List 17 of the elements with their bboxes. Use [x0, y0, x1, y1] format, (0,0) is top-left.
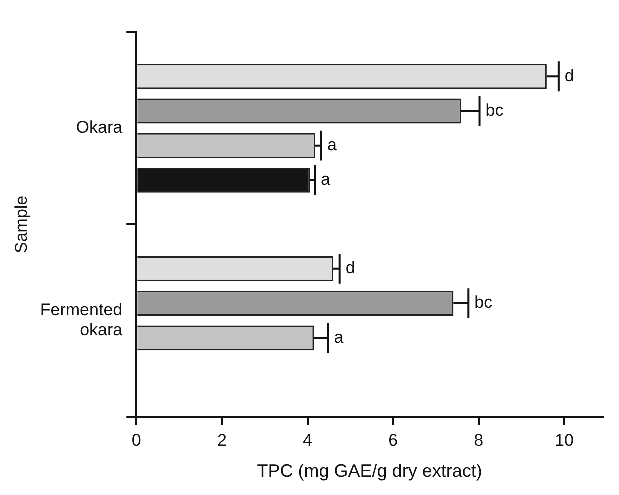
- data-label: a: [334, 328, 344, 347]
- data-label: d: [564, 66, 574, 86]
- y-tick-label: Okara: [76, 118, 124, 138]
- x-tick-label: 0: [132, 430, 142, 450]
- x-tick-label: 4: [303, 430, 312, 450]
- x-tick-label: 2: [217, 430, 227, 450]
- data-label: a: [327, 136, 338, 155]
- y-axis-title: Sample: [12, 196, 31, 254]
- data-label: bc: [486, 100, 504, 120]
- x-tick-label: 10: [555, 430, 574, 450]
- data-label: d: [346, 258, 356, 278]
- x-tick-label: 6: [388, 430, 398, 450]
- x-axis-title: TPC (mg GAE/g dry extract): [257, 461, 482, 482]
- x-tick-label: 8: [474, 430, 484, 450]
- data-label: bc: [474, 293, 494, 312]
- data-label: a: [321, 170, 332, 190]
- y-tick-label: Fermented okara: [40, 300, 124, 340]
